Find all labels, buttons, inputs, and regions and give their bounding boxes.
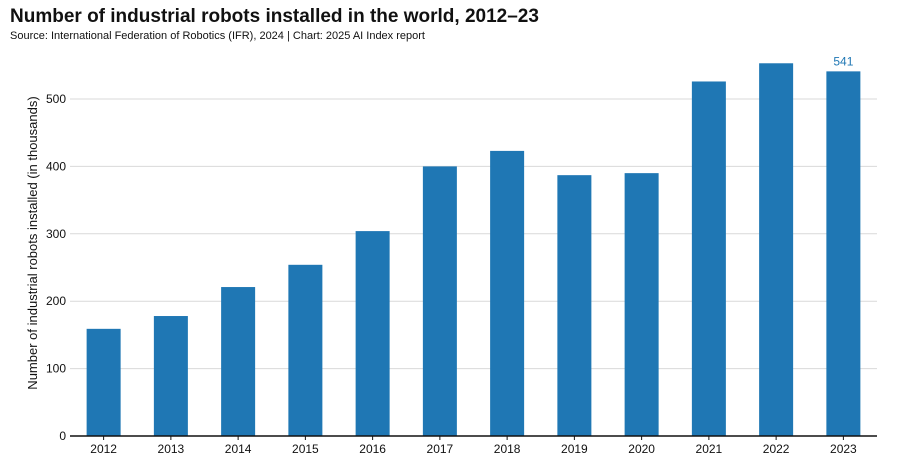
x-tick-label: 2019 [561, 442, 588, 456]
x-tick-label: 2017 [427, 442, 454, 456]
x-tick-label: 2015 [292, 442, 319, 456]
x-tick-label: 2012 [90, 442, 117, 456]
bar [557, 175, 592, 437]
bar [691, 81, 726, 436]
labels: 0 100 200 300 400 500 2012 2013 2014 2015 2016 2017… [46, 54, 857, 456]
bar [288, 264, 323, 436]
bar [759, 63, 794, 436]
y-tick-label: 0 [59, 429, 66, 443]
x-tick-label: 2016 [359, 442, 386, 456]
x-tick-label: 2020 [628, 442, 655, 456]
x-tick-label: 2013 [158, 442, 185, 456]
bar [221, 287, 256, 436]
x-tick-label: 2018 [494, 442, 521, 456]
x-tick-label: 2023 [830, 442, 857, 456]
data-label: 541 [833, 54, 853, 68]
chart-subtitle: Source: International Federation of Robo… [10, 30, 425, 42]
axes [70, 435, 877, 440]
bar [355, 231, 390, 436]
bar [826, 71, 861, 436]
bar [490, 150, 525, 436]
bar [153, 316, 188, 436]
y-tick-label: 200 [46, 294, 66, 308]
gridlines [70, 98, 877, 370]
bars [86, 63, 861, 437]
x-tick-label: 2022 [763, 442, 790, 456]
x-tick-label: 2014 [225, 442, 252, 456]
y-tick-label: 400 [46, 159, 66, 173]
bar [86, 328, 121, 436]
x-tick-label: 2021 [696, 442, 723, 456]
chart-title: Number of industrial robots installed in… [10, 6, 539, 27]
y-axis-title: Number of industrial robots installed (i… [25, 96, 40, 389]
bar [422, 166, 457, 436]
y-tick-label: 500 [46, 92, 66, 106]
bar [624, 173, 659, 436]
y-tick-label: 100 [46, 362, 66, 376]
y-tick-label: 300 [46, 227, 66, 241]
